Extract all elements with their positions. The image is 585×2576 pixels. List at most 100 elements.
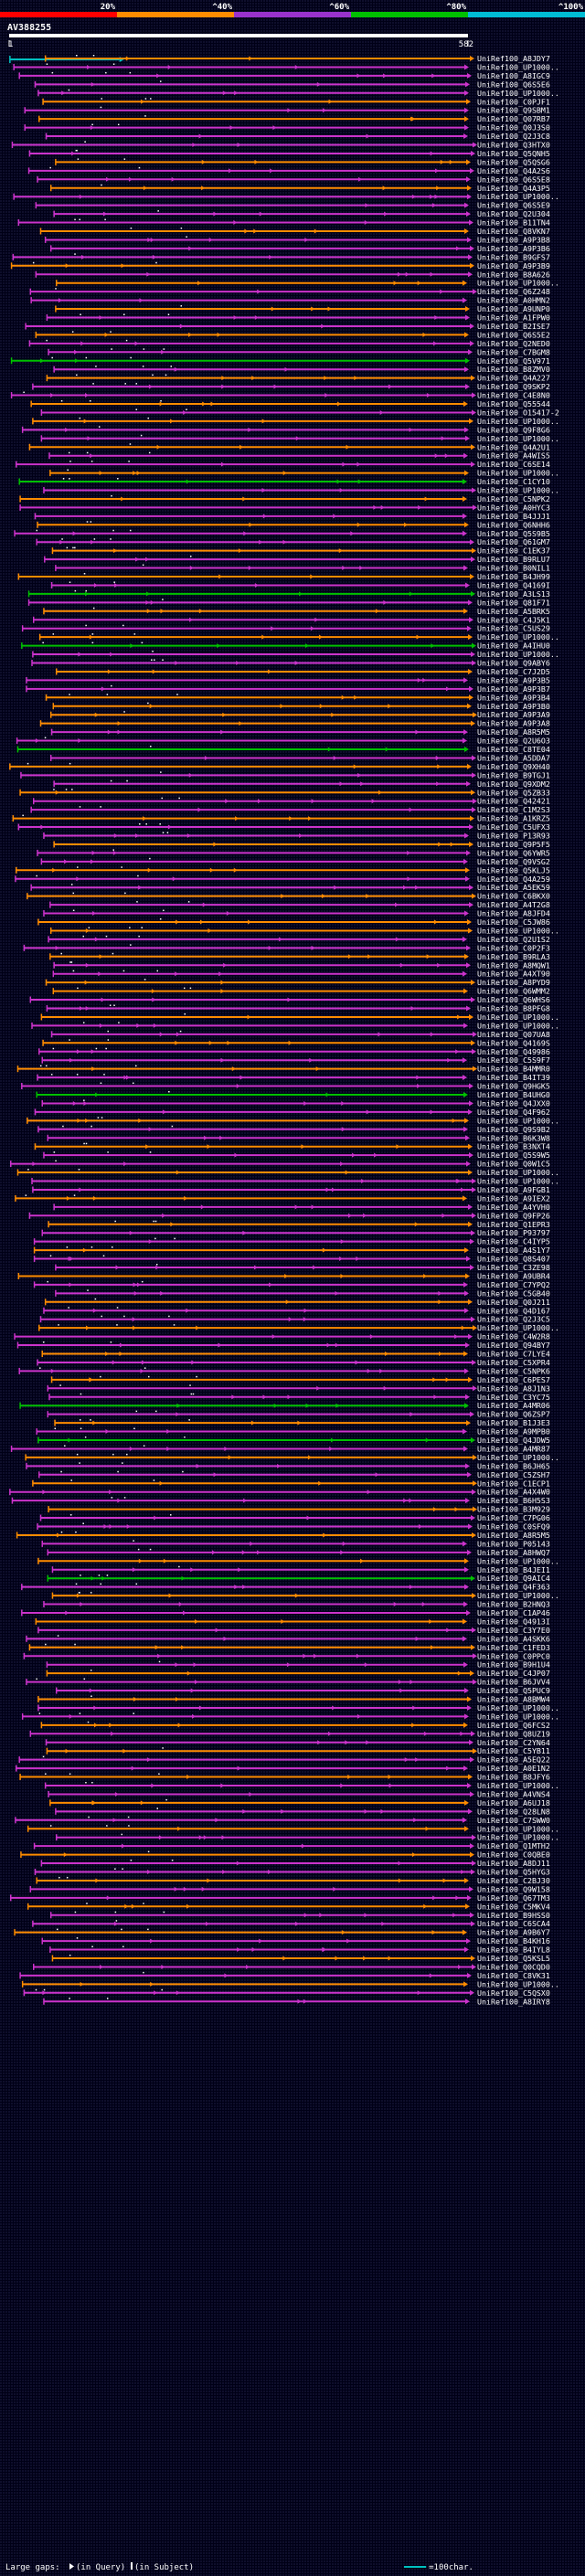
gap-marker: [440, 289, 444, 294]
hit-arrow: [472, 1834, 476, 1840]
gap-marker: [374, 1152, 378, 1158]
hit-arrow: [467, 1894, 472, 1901]
hit-row: UniRef100_C0P2F3: [23, 943, 550, 952]
gap-marker: [68, 1437, 72, 1443]
hit-arrow: [469, 694, 473, 701]
gap-marker: [380, 1808, 385, 1814]
gap-marker: [79, 194, 83, 199]
hit-label: UniRef100_A9UBR4: [477, 1271, 550, 1280]
gap-dot: [113, 581, 115, 583]
hit-arrow: [463, 1765, 468, 1772]
gap-marker: [175, 1040, 179, 1045]
gap-dot: [46, 339, 48, 342]
gap-marker: [364, 1808, 368, 1814]
gap-marker: [138, 1558, 143, 1564]
hit-row: UniRef100_A8MQW1: [53, 960, 550, 970]
gap-marker: [74, 349, 79, 355]
gap-marker: [367, 1489, 371, 1495]
hit-arrow: [465, 867, 470, 874]
hit-row: UniRef100_C1AP46: [21, 1608, 550, 1617]
gap-dot: [135, 1410, 138, 1413]
gap-marker: [418, 504, 422, 510]
gap-marker: [277, 1463, 282, 1468]
gap-marker: [359, 566, 364, 571]
gap-dot: [56, 1928, 58, 1931]
hit-label: UniRef100_Q6WHS6: [477, 995, 550, 1004]
gap-marker: [366, 894, 370, 899]
hit-label: UniRef100_A9P3B5: [477, 675, 550, 684]
hit-row: UniRef100_Q4A227: [46, 374, 550, 383]
hit-label: UniRef100_C1M2S3: [477, 805, 550, 814]
gap-marker: [186, 1308, 190, 1313]
gap-marker: [32, 1161, 37, 1167]
gap-marker: [434, 315, 439, 320]
hit-label: UniRef100_A4X4W0: [477, 1488, 550, 1497]
hit-row: UniRef100_A8HWQ7: [47, 1548, 550, 1557]
hit-label: UniRef100_Q5S9B5: [477, 529, 550, 538]
gap-dot: [143, 348, 145, 350]
hit-label: UniRef100_C3YC75: [477, 1393, 550, 1402]
gap-dot: [170, 1514, 172, 1516]
gap-marker: [101, 686, 105, 692]
gap-dot: [90, 1670, 92, 1671]
gap-marker: [78, 652, 82, 657]
gap-dot: [36, 529, 38, 532]
gap-marker: [134, 341, 139, 346]
gap-dot: [123, 158, 126, 160]
hit-label: UniRef100_UP1000..: [477, 1979, 559, 1988]
gap-dot: [100, 1082, 102, 1085]
gap-dot: [162, 1747, 164, 1749]
hit-label: UniRef100_UP1000..: [477, 469, 559, 478]
hit-arrow: [468, 1203, 473, 1210]
gap-dot: [112, 849, 114, 851]
gap-dot: [170, 366, 172, 367]
hit-label: UniRef100_A0E1N2: [477, 1764, 550, 1773]
gap-dot: [90, 1419, 91, 1421]
gap-marker: [423, 1731, 428, 1736]
gap-marker: [268, 1870, 272, 1874]
gap-marker: [269, 254, 273, 260]
hit-arrow: [463, 1541, 467, 1547]
hit-row: UniRef100_Q81F71: [27, 598, 550, 607]
gap-dot: [36, 875, 37, 877]
gap-dot: [86, 451, 89, 454]
query-bar: [9, 34, 468, 37]
gap-dot: [182, 1470, 184, 1473]
gap-marker: [103, 1524, 108, 1529]
hit-row: UniRef100_A8DJ11: [40, 1859, 550, 1868]
hit-label: UniRef100_Q2U304: [477, 209, 550, 218]
gap-marker: [336, 479, 341, 484]
gap-dot: [148, 1375, 150, 1378]
hit-label: UniRef100_Q4A259: [477, 875, 550, 884]
gap-dot: [158, 1773, 160, 1776]
gap-marker: [339, 488, 344, 493]
hit-arrow: [464, 522, 469, 528]
hit-arrow: [472, 1359, 476, 1365]
hit-arrow: [465, 1273, 470, 1279]
hit-row: UniRef100_B9TGJ1: [20, 770, 550, 779]
gap-dot: [147, 417, 149, 419]
gap-marker: [261, 634, 266, 640]
gap-marker: [143, 816, 147, 822]
gap-dot: [23, 391, 25, 394]
gap-marker: [74, 358, 79, 364]
gap-marker: [129, 1446, 133, 1451]
hit-label: UniRef100_B8PFG8: [477, 1004, 550, 1013]
hit-label: UniRef100_A5DDA7: [477, 753, 550, 762]
hit-row: UniRef100_C2YN64: [45, 1738, 550, 1747]
hit-row: UniRef100_B11TN4: [17, 218, 550, 228]
hit-label: UniRef100_A5EK59: [477, 883, 550, 892]
gap-marker: [254, 315, 259, 320]
gap-dot: [110, 331, 112, 333]
hit-arrow: [463, 565, 468, 571]
hit-arrow: [467, 625, 472, 631]
hit-label: UniRef100_C7LYE4: [477, 1350, 550, 1359]
gap-marker: [366, 1740, 370, 1745]
gap-marker: [430, 151, 434, 156]
gap-dot: [58, 1876, 60, 1879]
gap-marker: [311, 799, 315, 804]
gap-marker: [388, 1956, 392, 1961]
hit-row: UniRef100_A4VNS4: [48, 1789, 550, 1798]
gap-marker: [430, 1109, 434, 1115]
hit-label: UniRef100_Q0CQD0: [477, 1962, 550, 1971]
